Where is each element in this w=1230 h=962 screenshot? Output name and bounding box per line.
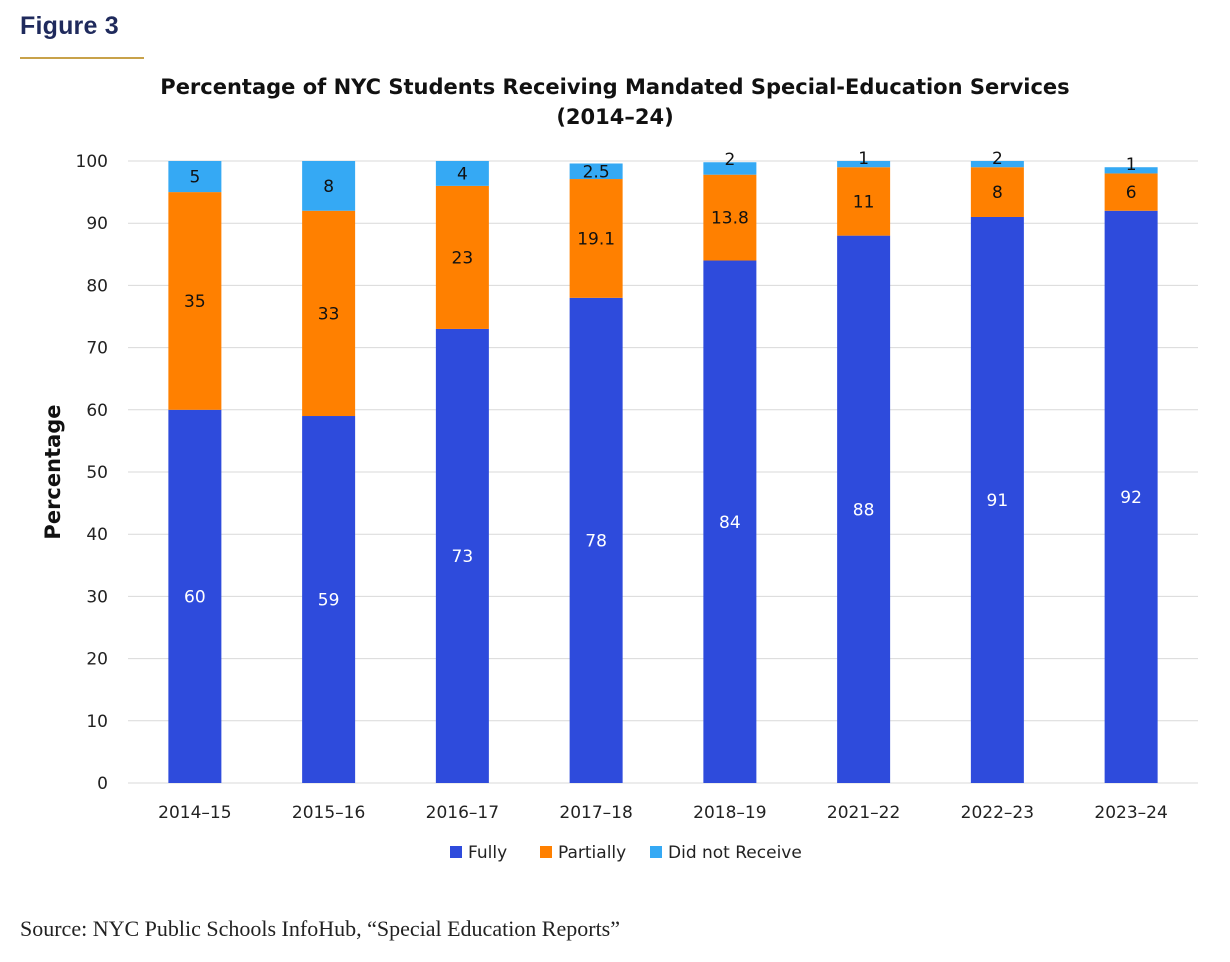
legend-swatch-did-not-receive (650, 846, 662, 858)
bar-fully (168, 409, 222, 783)
stacked-bar-chart: 0 10 20 30 40 50 60 70 80 90 100 Percentage 60 35 5 201… (41, 149, 1198, 863)
data-label: 84 (719, 513, 741, 533)
chart-title: Percentage of NYC Students Receiving Man… (0, 72, 1230, 132)
x-tick-label: 2015–16 (292, 803, 365, 823)
data-label: 78 (585, 531, 607, 551)
y-axis-label: Percentage (41, 404, 65, 539)
legend-swatch-fully (450, 846, 462, 858)
data-label: 1 (858, 149, 869, 169)
bar-partially (168, 192, 222, 410)
data-label: 19.1 (577, 229, 615, 249)
bar-partially (1104, 173, 1158, 211)
bar-fully (435, 328, 489, 783)
bar-did-not-receive (837, 161, 891, 168)
bar-partially (569, 179, 623, 298)
x-tick-label: 2021–22 (827, 803, 900, 823)
bar-partially (435, 185, 489, 329)
data-label: 13.8 (711, 209, 749, 229)
y-tick-label: 70 (86, 339, 108, 359)
chart-title-line1: Percentage of NYC Students Receiving Man… (160, 75, 1070, 99)
bar-partially (970, 167, 1024, 217)
legend-label: Fully (468, 843, 507, 863)
data-label: 8 (992, 183, 1003, 203)
bar-fully (970, 216, 1024, 784)
y-tick-label: 20 (86, 650, 108, 670)
data-label: 60 (184, 587, 206, 607)
figure-label: Figure 3 (20, 12, 119, 40)
data-label: 73 (452, 547, 474, 567)
bar-partially (837, 167, 891, 236)
x-tick-label: 2014–15 (158, 803, 231, 823)
bar-did-not-receive (569, 163, 623, 180)
bar-did-not-receive (302, 161, 356, 211)
data-label: 33 (318, 304, 340, 324)
data-label: 2 (724, 150, 735, 170)
bar-did-not-receive (168, 161, 222, 193)
x-tick-label: 2022–23 (961, 803, 1034, 823)
y-tick-label: 40 (86, 525, 108, 545)
y-tick-label: 0 (97, 774, 108, 794)
y-tick-label: 10 (86, 712, 108, 732)
chart-title-line2: (2014–24) (556, 105, 674, 129)
bar-partially (703, 174, 757, 261)
x-tick-label: 2016–17 (426, 803, 499, 823)
bar-fully (837, 235, 891, 783)
bar-did-not-receive (970, 161, 1024, 168)
bar-fully (302, 416, 356, 783)
data-label: 59 (318, 591, 340, 611)
y-tick-label: 30 (86, 587, 108, 607)
data-label: 1 (1126, 155, 1137, 175)
data-label: 92 (1120, 488, 1142, 508)
bar-fully (703, 260, 757, 783)
x-tick-label: 2018–19 (693, 803, 766, 823)
y-tick-label: 60 (86, 401, 108, 421)
legend-swatch-partially (540, 846, 552, 858)
data-label: 23 (452, 248, 474, 268)
data-label: 91 (987, 491, 1009, 511)
data-label: 8 (323, 177, 334, 197)
bar-fully (569, 297, 623, 783)
bar-did-not-receive (1104, 167, 1158, 174)
data-label: 35 (184, 292, 206, 312)
source-note: Source: NYC Public Schools InfoHub, “Spe… (20, 916, 621, 941)
data-label: 88 (853, 500, 875, 520)
x-tick-label: 2023–24 (1094, 803, 1167, 823)
bar-fully (1104, 210, 1158, 783)
bar-did-not-receive (703, 162, 757, 175)
y-tick-label: 50 (86, 463, 108, 483)
figure-label-underline (20, 57, 144, 59)
data-label: 2 (992, 149, 1003, 169)
data-label: 6 (1126, 183, 1137, 203)
y-tick-label: 90 (86, 214, 108, 234)
bar-did-not-receive (435, 161, 489, 186)
legend-label: Partially (558, 843, 626, 863)
y-tick-label: 100 (76, 152, 108, 172)
legend-label: Did not Receive (668, 843, 802, 863)
bar-partially (302, 210, 356, 417)
x-tick-label: 2017–18 (559, 803, 632, 823)
y-tick-label: 80 (86, 276, 108, 296)
data-label: 4 (457, 164, 468, 184)
data-label: 5 (189, 168, 200, 188)
data-label: 2.5 (583, 162, 610, 182)
data-label: 11 (853, 192, 875, 212)
